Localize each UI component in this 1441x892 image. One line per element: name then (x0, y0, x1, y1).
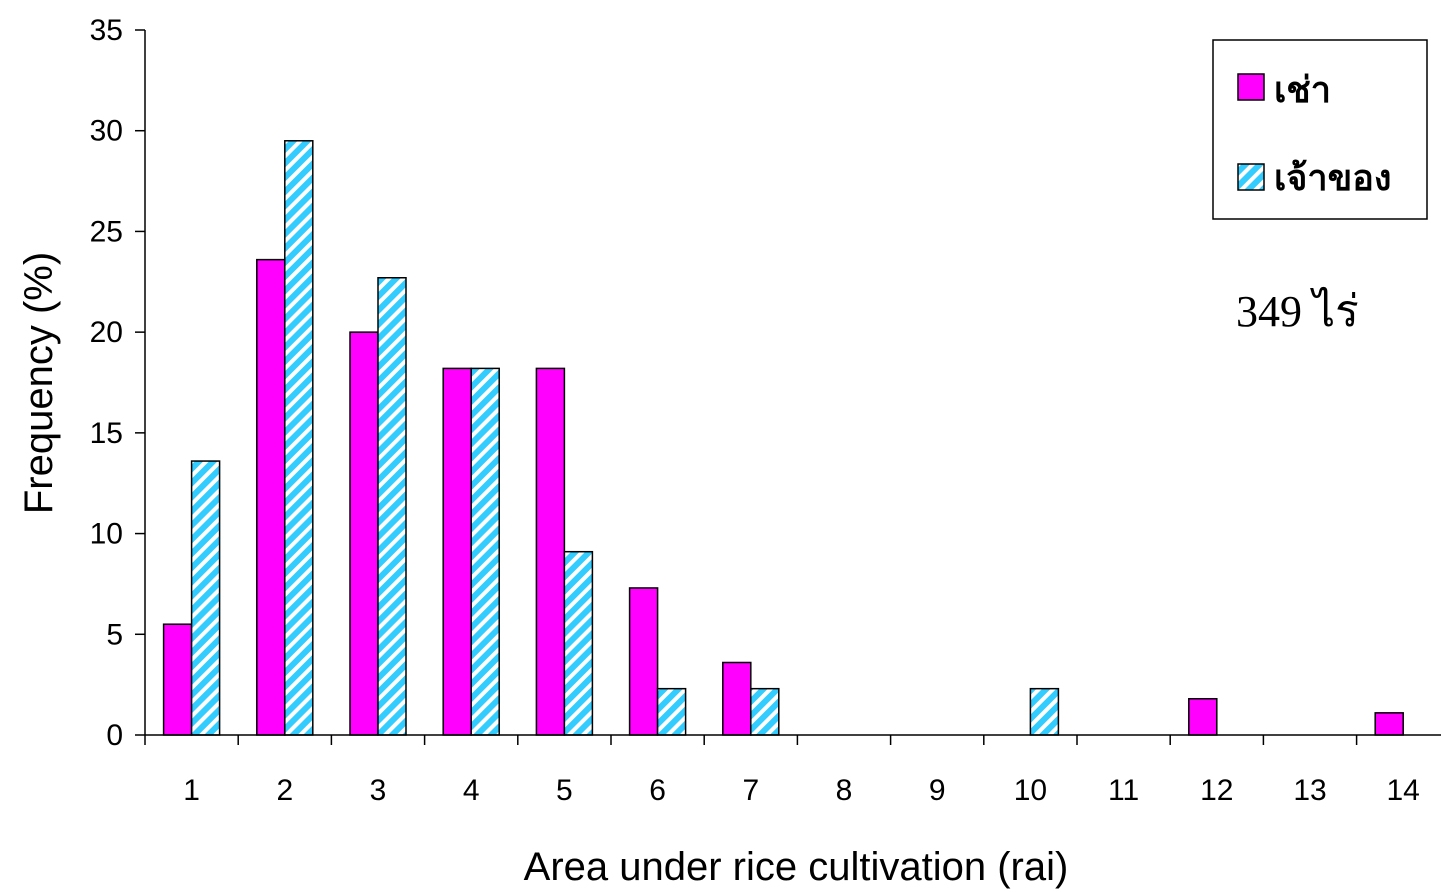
bar-series-2-cat-4 (470, 367, 500, 736)
bar-series-2-cat-5 (563, 550, 594, 736)
x-tick-label: 7 (742, 774, 759, 807)
x-tick-label: 13 (1293, 774, 1326, 807)
y-tick-label: 15 (90, 417, 123, 450)
y-tick-labels: 0 5 10 15 20 25 30 35 (90, 14, 123, 752)
x-tick-label: 12 (1200, 774, 1233, 807)
x-tick-label: 1 (183, 774, 200, 807)
y-tick-label: 35 (90, 14, 123, 47)
axes-group (135, 29, 1441, 745)
legend-label-series-1: เช่า (1274, 70, 1331, 111)
x-tick-label: 9 (929, 774, 946, 807)
legend-label-series-2: เจ้าของ (1274, 158, 1391, 199)
bar-series-1-cat-4 (442, 367, 472, 736)
y-tick-label: 20 (90, 316, 123, 349)
x-tick-labels: 1 2 3 4 5 6 7 8 9 10 11 12 13 14 (183, 774, 1420, 807)
legend-swatch-series-2 (1237, 163, 1265, 191)
bar-series-1-cat-1 (162, 623, 193, 736)
x-axis-title: Area under rice cultivation (rai) (524, 845, 1069, 889)
bar-series-1-cat-5 (535, 367, 566, 736)
bar-series-2-cat-3 (377, 277, 407, 736)
legend-swatch-series-1 (1237, 73, 1265, 101)
bar-series-1-cat-14 (1374, 712, 1404, 736)
bar-series-2-cat-2 (284, 140, 314, 736)
x-tick-label: 3 (370, 774, 387, 807)
bar-series-1-cat-3 (349, 331, 379, 736)
y-tick-label: 5 (106, 618, 123, 651)
bar-series-2-cat-10 (1029, 687, 1060, 736)
bar-series-1-cat-7 (722, 661, 752, 736)
bar-series-2-cat-1 (190, 460, 221, 736)
y-axis-title: Frequency (%) (17, 252, 61, 514)
legend: เช่า เจ้าของ (1212, 39, 1428, 220)
y-tick-label: 0 (106, 719, 123, 752)
y-tick-label: 10 (90, 518, 123, 551)
x-tick-label: 6 (649, 774, 666, 807)
bar-series-1-cat-12 (1188, 697, 1218, 736)
x-tick-label: 10 (1014, 774, 1047, 807)
x-tick-label: 4 (463, 774, 480, 807)
bar-series-2-cat-6 (656, 687, 687, 736)
x-tick-label: 8 (836, 774, 853, 807)
bar-series-2-cat-7 (750, 687, 780, 736)
y-tick-label: 30 (90, 115, 123, 148)
bars-group (162, 140, 1404, 736)
y-tick-label: 25 (90, 215, 123, 248)
x-tick-label: 14 (1387, 774, 1420, 807)
bar-series-1-cat-2 (256, 258, 286, 736)
annotation-total-area: 349 ไร่ (1236, 286, 1359, 336)
x-tick-label: 11 (1108, 774, 1139, 807)
bar-series-1-cat-6 (628, 587, 659, 736)
x-tick-label: 2 (276, 774, 293, 807)
x-tick-label: 5 (556, 774, 573, 807)
